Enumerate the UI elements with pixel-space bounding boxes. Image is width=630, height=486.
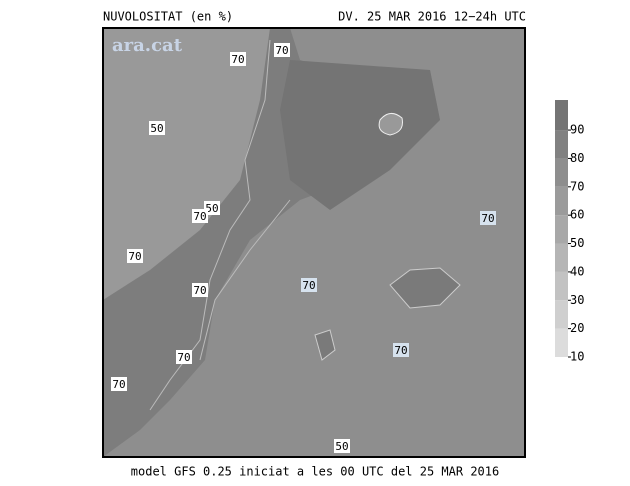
contour-label: 70	[231, 53, 244, 66]
contour-label: 70	[302, 279, 315, 292]
label-box	[192, 209, 208, 223]
colorbar-block	[555, 100, 568, 131]
label-box	[480, 211, 496, 225]
island	[389, 267, 461, 309]
map-title: NUVOLOSITAT (en %)	[103, 10, 233, 24]
colorbar-block	[555, 158, 568, 187]
label-box	[192, 283, 208, 297]
contour-label: 50	[205, 202, 218, 215]
coastline	[199, 199, 291, 361]
label-box	[176, 350, 192, 364]
colorbar-block	[555, 271, 568, 301]
label-box	[393, 343, 409, 357]
label-box	[149, 121, 165, 135]
colorbar-block	[555, 300, 568, 329]
label-box	[111, 377, 127, 391]
label-box	[274, 43, 290, 57]
contour-label: 70	[394, 344, 407, 357]
contour-label: 70	[128, 250, 141, 263]
colorbar-tick-label: 10	[570, 350, 584, 364]
label-box	[230, 52, 246, 66]
contour-label: 50	[150, 122, 163, 135]
land-light	[103, 28, 270, 300]
label-box	[301, 278, 317, 292]
colorbar-tick-label: 90	[570, 123, 584, 137]
colorbar-block	[555, 328, 568, 357]
label-box	[127, 249, 143, 263]
contour-label: 70	[275, 44, 288, 57]
colorbar-block	[555, 243, 568, 272]
map-area: ara.cat	[102, 27, 526, 458]
coastline	[149, 39, 271, 411]
contour-label: 50	[335, 440, 348, 453]
contour-label: 70	[112, 378, 125, 391]
cloud-zone	[280, 60, 440, 210]
colorbar-block	[555, 130, 568, 159]
label-box	[334, 439, 350, 453]
contour-label: 70	[177, 351, 190, 364]
contour-label: 70	[193, 210, 206, 223]
island	[314, 329, 336, 361]
colorbar-tick-label: 60	[570, 208, 584, 222]
colorbar-tick-label: 80	[570, 151, 584, 165]
colorbar: 10 20 30 40 50 60 70 80 90	[555, 100, 584, 364]
colorbar-tick-label: 30	[570, 293, 584, 307]
map-frame	[102, 27, 526, 458]
watermark: ara.cat	[112, 35, 183, 56]
colorbar-tick-label: 20	[570, 321, 584, 335]
map-date: DV. 25 MAR 2016 12−24h UTC	[338, 10, 526, 24]
colorbar-tick-label: 50	[570, 236, 584, 250]
contour	[378, 113, 403, 136]
colorbar-tick-label: 40	[570, 264, 584, 278]
colorbar-block	[555, 215, 568, 244]
colorbar-tick-label: 70	[570, 179, 584, 193]
contour-label: 70	[481, 212, 494, 225]
colorbar-block	[555, 186, 568, 216]
contour-label: 70	[193, 284, 206, 297]
footer: model GFS 0.25 iniciat a les 00 UTC del …	[131, 465, 499, 479]
